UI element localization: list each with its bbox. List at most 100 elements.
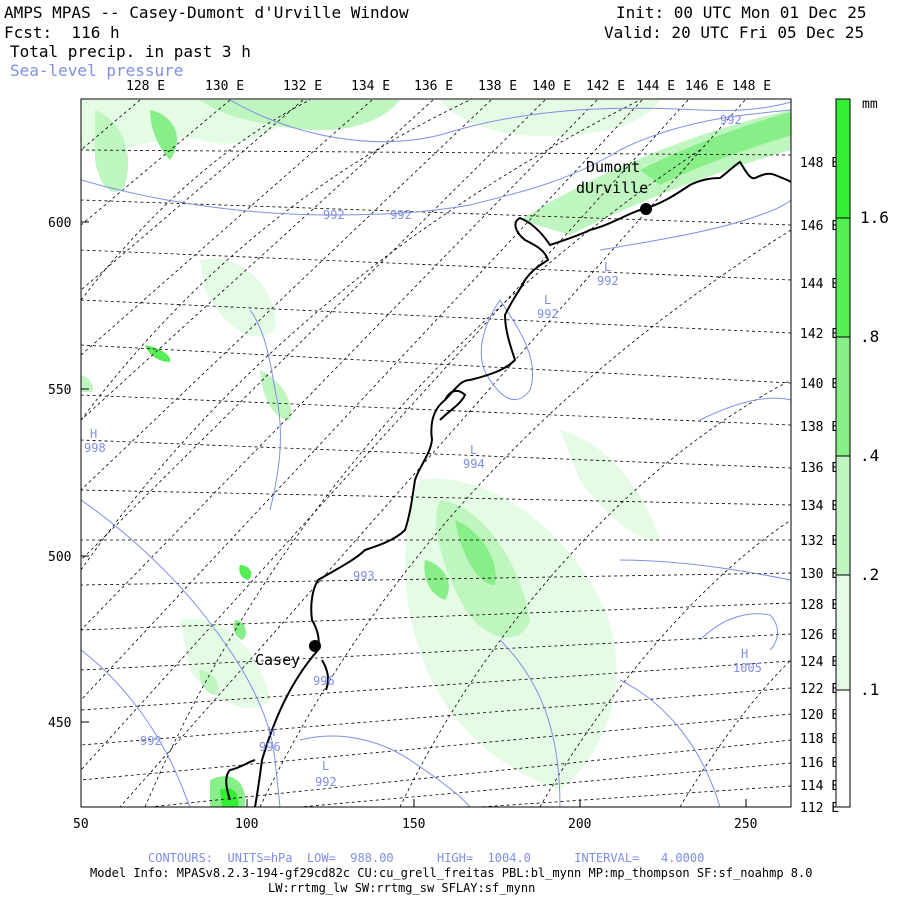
x-tick-label: 50 — [73, 817, 89, 832]
colorbar-unit: mm — [862, 97, 878, 112]
contour-label: 996 — [259, 740, 281, 754]
contour-label: 992 — [140, 734, 162, 748]
station-label: dUrville — [576, 179, 648, 197]
x-tick-labels: 50 100 150 200 250 — [73, 817, 757, 832]
model-info-physics: LW:rrtmg_lw SW:rrtmg_sw SFLAY:sf_mynn — [268, 881, 536, 895]
lon-label: 148 E — [800, 156, 839, 171]
lon-label: 116 E — [800, 756, 839, 771]
model-info: Model Info: MPASv8.2.3-194-gf29cd82c CU:… — [90, 866, 813, 880]
lon-label: 136 E — [800, 461, 839, 476]
colorbar-frame — [835, 98, 851, 808]
x-tick-label: 100 — [235, 817, 258, 832]
lon-label: 146 E — [685, 79, 724, 94]
station-marker — [309, 640, 321, 652]
colorbar-label: .1 — [860, 680, 879, 699]
station-casey: Casey — [255, 640, 321, 669]
lon-label: 132 E — [800, 534, 839, 549]
contour-label: 992 — [390, 208, 412, 222]
lon-label: 132 E — [283, 79, 322, 94]
contour-label: 998 — [84, 441, 106, 455]
colorbar-label: .8 — [860, 327, 879, 346]
lon-label: 134 E — [800, 499, 839, 514]
y-tick-label: 600 — [48, 216, 71, 231]
x-tick-label: 250 — [734, 817, 757, 832]
station-label: Casey — [255, 651, 300, 669]
lon-label: 146 E — [800, 219, 839, 234]
lon-label: 142 E — [586, 79, 625, 94]
colorbar-segment — [836, 337, 850, 456]
lon-label: 140 E — [532, 79, 571, 94]
contour-label: L — [470, 443, 477, 457]
colorbar-segment — [836, 456, 850, 575]
lon-label: 130 E — [205, 79, 244, 94]
map-title: AMPS MPAS -- Casey-Dumont d'Urville Wind… — [4, 3, 409, 22]
y-tick-label: 500 — [48, 550, 71, 565]
top-lon-labels: 128 E 130 E 132 E 134 E 136 E 138 E 140 … — [126, 79, 771, 94]
coastline — [225, 160, 791, 807]
field-name: Total precip. in past 3 h — [10, 42, 251, 61]
x-tick-label: 200 — [568, 817, 591, 832]
contour-label: 993 — [353, 569, 375, 583]
lon-label: 138 E — [800, 420, 839, 435]
contour-label: 992 — [315, 775, 337, 789]
lon-label: 124 E — [800, 655, 839, 670]
colorbar-segment — [836, 99, 850, 218]
pressure-contours — [81, 99, 791, 807]
precip-shading — [81, 100, 791, 807]
colorbar-segment-blank — [836, 690, 850, 807]
contour-label: H — [90, 427, 97, 441]
contour-label: 992 — [720, 113, 742, 127]
lon-label: 122 E — [800, 682, 839, 697]
colorbar-label: .4 — [860, 446, 879, 465]
forecast-hour: Fcst: 116 h — [4, 23, 120, 42]
lon-label: 128 E — [126, 79, 165, 94]
right-lon-labels: 148 E 146 E 144 E 142 E 140 E 138 E 136 … — [800, 156, 839, 816]
lon-label: 118 E — [800, 732, 839, 747]
colorbar: mm 1.6 .8 .4 .2 .1 — [835, 97, 889, 808]
init-time: Init: 00 UTC Mon 01 Dec 25 — [616, 3, 867, 22]
contour-label: H — [741, 647, 748, 661]
contour-info: CONTOURS: UNITS=hPa LOW= 988.00 HIGH= 10… — [148, 851, 705, 865]
x-tick-label: 150 — [402, 817, 425, 832]
lon-label: 140 E — [800, 377, 839, 392]
lon-label: 120 E — [800, 708, 839, 723]
contour-label: 994 — [463, 457, 485, 471]
station-dumont-durville: Dumont dUrville — [576, 158, 652, 215]
contour-field-name: Sea-level pressure — [10, 61, 184, 80]
lon-label: 144 E — [800, 277, 839, 292]
lon-label: 128 E — [800, 598, 839, 613]
y-tick-labels: 600 550 500 450 — [48, 216, 71, 731]
colorbar-segment — [836, 575, 850, 690]
lon-label: 138 E — [478, 79, 517, 94]
x-axis-ticks — [80, 221, 747, 807]
graticule — [81, 99, 791, 807]
station-marker — [640, 203, 652, 215]
colorbar-segment — [836, 218, 850, 337]
lon-label: 126 E — [800, 628, 839, 643]
colorbar-label: 1.6 — [860, 208, 889, 227]
lon-label: 142 E — [800, 327, 839, 342]
contour-label: 1005 — [733, 661, 762, 675]
contour-label: L — [604, 260, 611, 274]
contour-label: 992 — [323, 208, 345, 222]
contour-label: 992 — [597, 274, 619, 288]
valid-time: Valid: 20 UTC Fri 05 Dec 25 — [604, 23, 865, 42]
lon-label: 136 E — [414, 79, 453, 94]
contour-label: 992 — [537, 307, 559, 321]
contour-labels: 992 992 992 L 992 L 992 H 998 L 994 993 … — [84, 113, 762, 789]
lon-label: 130 E — [800, 567, 839, 582]
contour-label: H — [268, 725, 275, 739]
y-tick-label: 550 — [48, 383, 71, 398]
lon-label: 148 E — [732, 79, 771, 94]
colorbar-label: .2 — [860, 565, 879, 584]
plot-frame — [80, 98, 792, 808]
contour-label: L — [322, 759, 329, 773]
lon-label: 112 E — [800, 801, 839, 816]
station-label: Dumont — [586, 158, 640, 176]
lon-label: 134 E — [351, 79, 390, 94]
lon-label: 144 E — [636, 79, 675, 94]
y-tick-label: 450 — [48, 716, 71, 731]
lon-label: 114 E — [800, 779, 839, 794]
contour-label: L — [544, 293, 551, 307]
